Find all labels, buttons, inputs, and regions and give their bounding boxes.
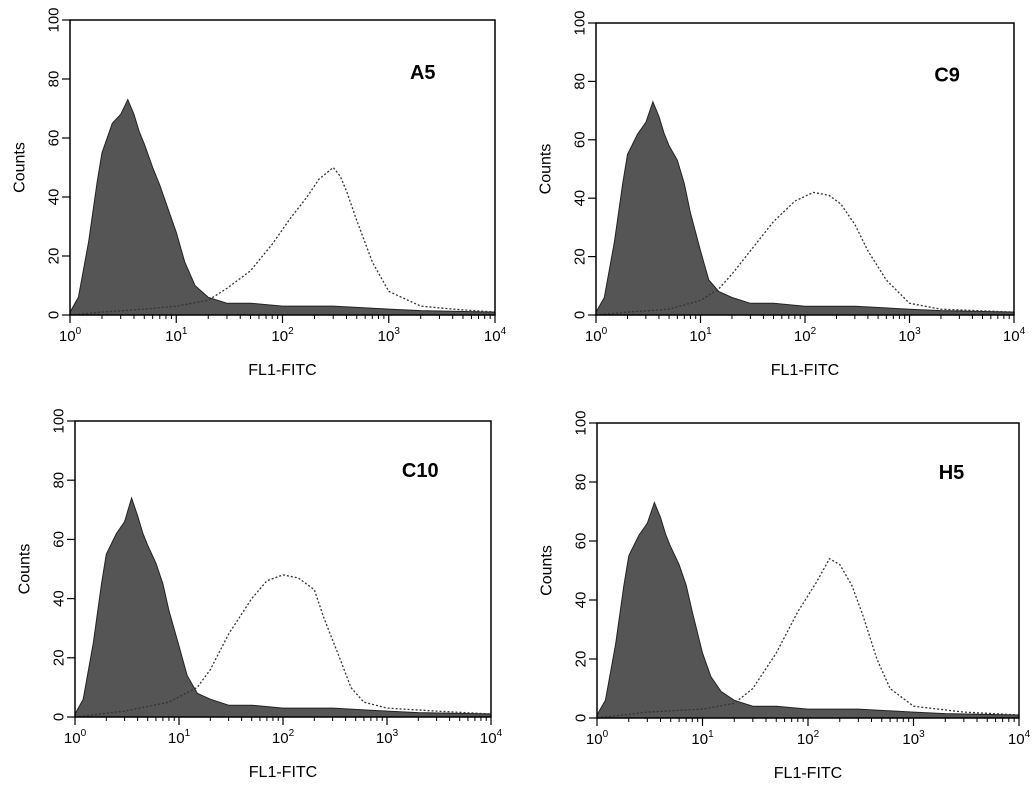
y-tick-label: 80 xyxy=(46,71,63,88)
y-tick-label: 40 xyxy=(51,590,68,607)
x-tick-label: 104 xyxy=(480,728,503,747)
y-tick-label: 0 xyxy=(572,311,589,319)
y-tick-label: 20 xyxy=(572,248,589,265)
x-tick-label: 103 xyxy=(898,326,921,345)
x-axis-title: FL1-FITC xyxy=(248,362,316,379)
y-axis-title: Counts xyxy=(539,545,556,596)
y-axis-title: Counts xyxy=(538,144,555,195)
x-tick-label: 103 xyxy=(902,729,925,748)
x-tick-label: 101 xyxy=(168,728,191,747)
x-tick-label: 102 xyxy=(272,728,295,747)
histogram-dotted-series xyxy=(595,191,1015,316)
chart-panel-c9: 100 101 102 103 104 0 20 40 60 80 100 FL1-FITC Count… xyxy=(538,10,1026,379)
panel-label: C10 xyxy=(402,460,439,482)
x-tick-label: 104 xyxy=(484,326,507,345)
chart-panel-c10: 100 101 102 103 104 0 20 40 60 80 100 FL1-FITC Count… xyxy=(17,408,503,781)
y-tick-label: 100 xyxy=(46,7,63,32)
y-axis-title: Counts xyxy=(17,544,34,595)
y-tick-label: 80 xyxy=(573,474,590,491)
x-tick-label: 102 xyxy=(271,326,294,345)
x-tick-label: 104 xyxy=(1008,729,1031,748)
x-tick-label: 100 xyxy=(64,728,87,747)
y-tick-label: 100 xyxy=(573,410,590,435)
y-tick-label: 100 xyxy=(572,10,589,35)
y-tick-label: 40 xyxy=(572,190,589,207)
x-axis-title: FL1-FITC xyxy=(249,764,317,781)
x-axis-title: FL1-FITC xyxy=(771,362,839,379)
x-tick-label: 101 xyxy=(689,326,712,345)
x-tick-label: 100 xyxy=(586,729,609,748)
y-tick-label: 40 xyxy=(573,592,590,609)
y-tick-label: 80 xyxy=(51,472,68,489)
x-tick-label: 103 xyxy=(376,728,399,747)
y-tick-label: 0 xyxy=(573,714,590,722)
histogram-filled-series xyxy=(595,100,1015,316)
y-tick-label: 40 xyxy=(46,189,63,206)
panel-label: A5 xyxy=(410,62,436,84)
y-tick-label: 60 xyxy=(51,531,68,548)
panel-label: C9 xyxy=(934,64,960,86)
histogram-filled-series xyxy=(74,496,492,718)
y-tick-label: 80 xyxy=(572,73,589,90)
x-tick-label: 101 xyxy=(165,326,188,345)
x-tick-label: 100 xyxy=(585,326,608,345)
x-tick-label: 103 xyxy=(378,326,401,345)
y-tick-label: 60 xyxy=(573,533,590,550)
y-axis-title: Counts xyxy=(12,142,29,193)
x-tick-label: 102 xyxy=(794,326,817,345)
histogram-filled-series xyxy=(596,501,1020,719)
histogram-dotted-series xyxy=(74,574,492,718)
x-tick-label: 101 xyxy=(691,729,714,748)
x-tick-label: 100 xyxy=(59,326,82,345)
histogram-dotted-series xyxy=(69,166,496,316)
histogram-filled-series xyxy=(69,98,496,316)
x-tick-label: 102 xyxy=(797,729,820,748)
chart-panel-a5: 100 101 102 103 104 0 20 40 60 80 100 FL1-FITC Count… xyxy=(12,7,507,379)
y-tick-label: 0 xyxy=(46,311,63,319)
histogram-dotted-series xyxy=(596,557,1020,719)
x-axis-title: FL1-FITC xyxy=(774,765,842,782)
panel-label: H5 xyxy=(939,462,965,484)
x-tick-label: 104 xyxy=(1003,326,1026,345)
y-tick-label: 20 xyxy=(46,248,63,265)
y-tick-label: 60 xyxy=(46,130,63,147)
chart-panel-h5: 100 101 102 103 104 0 20 40 60 80 100 FL1-FITC Count… xyxy=(539,410,1031,782)
y-tick-label: 60 xyxy=(572,131,589,148)
y-tick-label: 20 xyxy=(51,649,68,666)
y-tick-label: 20 xyxy=(573,651,590,668)
y-tick-label: 0 xyxy=(51,713,68,721)
y-tick-label: 100 xyxy=(51,408,68,433)
